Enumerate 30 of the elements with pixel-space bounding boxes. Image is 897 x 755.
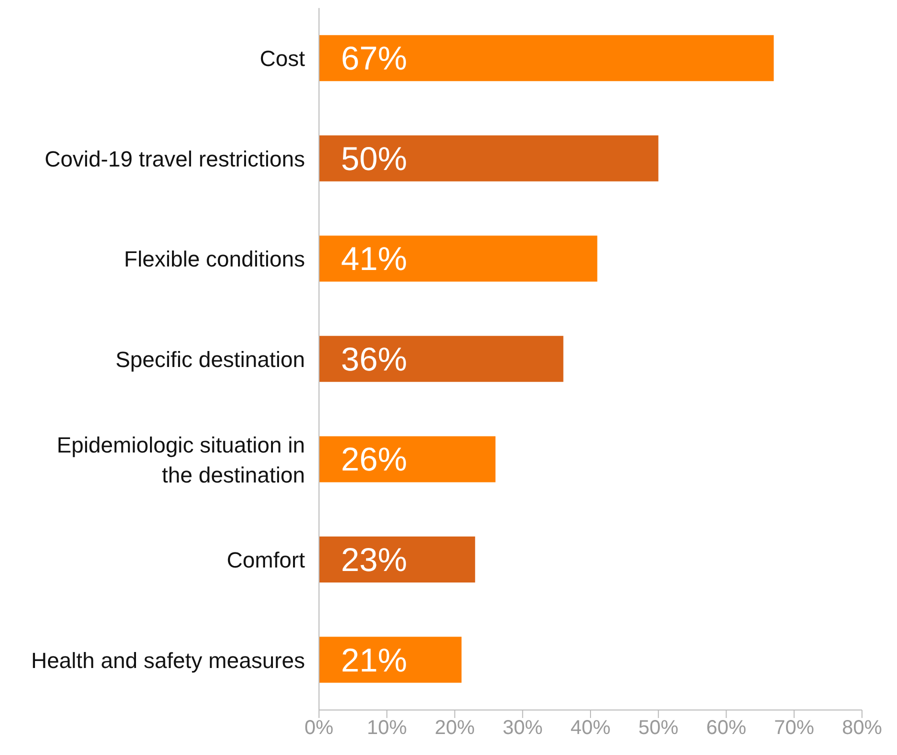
bar	[319, 536, 476, 583]
x-tick-label: 10%	[366, 717, 408, 740]
data-label: 26%	[341, 440, 408, 478]
bar	[319, 436, 496, 482]
y-tick-label: Cost	[260, 46, 305, 71]
bar	[319, 35, 774, 82]
y-tick-label: Covid-19 travel restrictions	[44, 146, 305, 171]
x-tick-label: 80%	[842, 717, 882, 740]
data-label: 50%	[341, 140, 408, 177]
y-tick-label: Flexible conditions	[124, 246, 305, 272]
data-label: 41%	[341, 240, 408, 278]
bar	[319, 236, 598, 282]
data-label: 67%	[341, 40, 408, 77]
x-tick-label: 30%	[502, 717, 543, 740]
x-tick-label: 20%	[434, 717, 475, 740]
data-label: 21%	[341, 641, 408, 678]
x-tick-label: 70%	[774, 717, 814, 740]
y-tick-label: Comfort	[226, 547, 305, 572]
bar	[319, 636, 462, 683]
data-label: 36%	[341, 340, 408, 378]
x-tick-label: 60%	[706, 717, 746, 740]
x-tick-label: 40%	[570, 717, 611, 740]
bar	[319, 135, 658, 182]
data-label: 23%	[341, 541, 408, 578]
y-tick-label: Specific destination	[115, 346, 305, 372]
y-tick-label: Health and safety measures	[31, 647, 305, 672]
x-tick-label: 0%	[304, 717, 334, 740]
y-tick-label: Epidemiologic situation in the destination	[56, 432, 305, 487]
x-tick-label: 50%	[638, 717, 679, 740]
bar	[319, 336, 564, 382]
